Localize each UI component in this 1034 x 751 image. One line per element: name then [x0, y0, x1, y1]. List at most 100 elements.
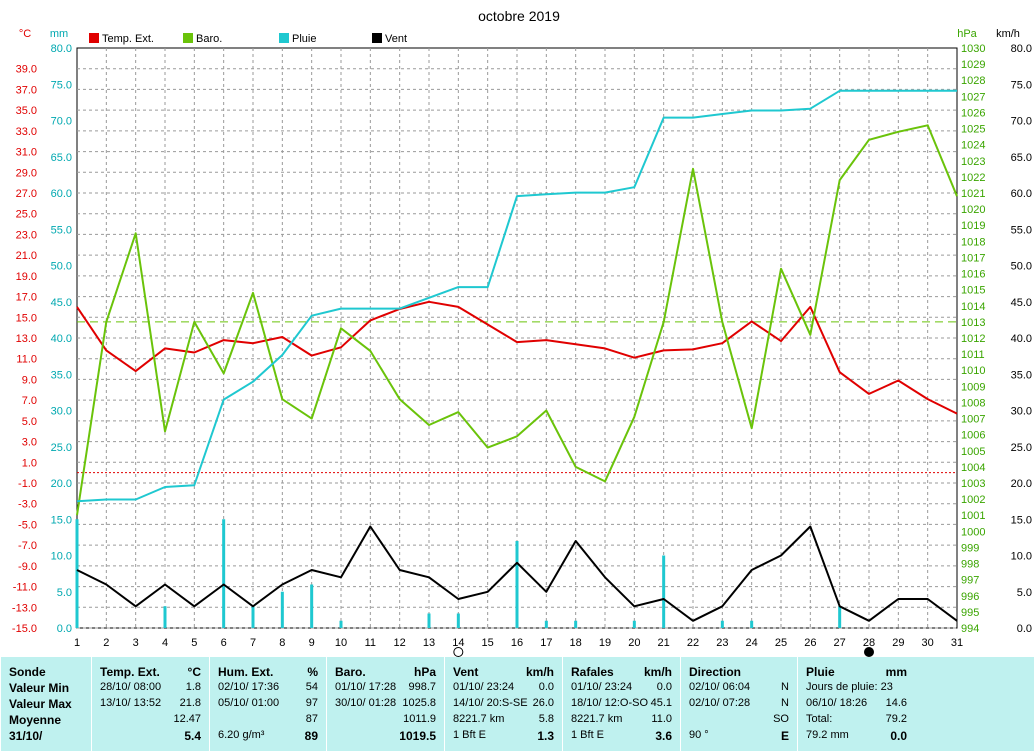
temp-tick-label: -13.0	[12, 602, 37, 614]
temp-tick-label: -15.0	[12, 623, 37, 635]
baro-tick-label: 1026	[961, 107, 985, 119]
wind-tick-label: 50.0	[1011, 261, 1032, 273]
panel-column: Rafales km/h 01/10/ 23:24 0.0 18/10/ 12:O-SO…	[562, 657, 680, 751]
rain-tick-label: 25.0	[51, 442, 72, 454]
summary-panel: Sonde Valeur Min Valeur Max Moyenne 31/10/Te…	[0, 657, 1034, 751]
daily-rain-bar	[251, 606, 255, 628]
legend-label-baro: Baro.	[196, 33, 222, 45]
panel-row: 1011.9	[331, 713, 440, 729]
temp-tick-label: -9.0	[18, 561, 37, 573]
temp-unit-label: °C	[19, 28, 31, 40]
panel-header: Hum. Ext.%	[214, 665, 322, 681]
panel-cell-label: Moyenne	[9, 713, 62, 727]
panel-row: 31/10/	[5, 729, 87, 745]
panel-cell-label: 01/10/ 23:24	[453, 681, 515, 693]
baro-tick-label: 1019	[961, 220, 985, 232]
rain-tick-label: 30.0	[51, 406, 72, 418]
panel-row: 5.4	[96, 729, 205, 745]
daily-rain-bar	[222, 519, 226, 628]
wind-tick-label: 80.0	[1011, 43, 1032, 55]
panel-row: 02/10/ 17:36 54	[214, 681, 322, 697]
panel-row: 1 Bft E 3.6	[567, 729, 676, 745]
x-tick-label: 28	[863, 637, 875, 649]
temp-tick-label: -11.0	[13, 582, 37, 594]
panel-cell-label: Total:	[806, 713, 833, 725]
baro-tick-label: 1013	[961, 317, 985, 329]
temp-tick-label: 13.0	[16, 333, 37, 345]
temp-tick-label: 21.0	[16, 250, 37, 262]
panel-cell-label: 6.20 g/m³	[218, 729, 265, 741]
panel-cell-label: 79.2 mm	[806, 729, 849, 741]
x-tick-label: 11	[365, 637, 376, 649]
x-tick-label: 14	[452, 637, 464, 649]
panel-cell-label: Sonde	[9, 665, 46, 679]
legend-label-wind: Vent	[385, 33, 407, 45]
baro-tick-label: 1005	[961, 446, 985, 458]
panel-cell-label: 30/10/ 01:28	[335, 697, 397, 709]
panel-row: 1 Bft E 1.3	[449, 729, 558, 745]
panel-cell-value: 12.47	[173, 713, 201, 725]
x-tick-label: 8	[279, 637, 285, 649]
baro-tick-label: 1004	[961, 462, 985, 474]
x-tick-label: 24	[746, 637, 758, 649]
panel-cell-value: N	[781, 697, 789, 709]
baro-tick-label: 1021	[961, 188, 985, 200]
rain-tick-label: 55.0	[51, 224, 72, 236]
climate-chart: octobre 2019 °C mm hPa km/h Temp. Ext. B…	[12, 8, 1032, 657]
wind-tick-label: 35.0	[1011, 369, 1032, 381]
rain-tick-label: 0.0	[57, 623, 72, 635]
daily-rain-bar	[544, 620, 548, 628]
panel-cell-value: E	[780, 729, 789, 743]
panel-row: 02/10/ 06:04 N	[685, 681, 793, 697]
panel-cell-value: SO	[773, 713, 789, 725]
series-line-pluie	[76, 89, 957, 503]
panel-cell-value: 0.0	[890, 729, 907, 743]
baro-tick-label: 1010	[961, 365, 985, 377]
baro-tick-label: 1018	[961, 236, 985, 248]
panel-cell-value: %	[307, 665, 318, 679]
panel-row: 01/10/ 23:24 0.0	[567, 681, 676, 697]
wind-tick-label: 25.0	[1011, 442, 1032, 454]
daily-rain-bar	[750, 620, 754, 628]
baro-tick-label: 1002	[961, 494, 985, 506]
daily-rain-bar	[515, 541, 519, 628]
daily-rain-bar	[662, 555, 666, 628]
temp-tick-label: -3.0	[18, 499, 37, 511]
panel-cell-label: 1 Bft E	[453, 729, 487, 741]
wind-tick-label: 20.0	[1011, 478, 1032, 490]
panel-row: 01/10/ 23:24 0.0	[449, 681, 558, 697]
panel-cell-label: Valeur Max	[9, 697, 72, 711]
baro-tick-label: 1028	[961, 75, 985, 87]
temp-tick-label: 27.0	[16, 188, 37, 200]
baro-tick-label: 998	[961, 559, 979, 571]
x-tick-label: 29	[892, 637, 904, 649]
panel-row: 01/10/ 17:28 998.7	[331, 681, 440, 697]
daily-rain-bars	[75, 519, 842, 628]
baro-tick-label: 994	[961, 623, 979, 635]
baro-tick-label: 1016	[961, 269, 985, 281]
baro-tick-label: 1025	[961, 124, 985, 136]
temp-tick-label: 1.0	[22, 457, 37, 469]
panel-column: Sonde Valeur Min Valeur Max Moyenne 31/10/	[0, 657, 91, 751]
panel-cell-label: 1 Bft E	[571, 729, 605, 741]
panel-cell-value: 5.4	[184, 729, 201, 743]
panel-cell-label: Hum. Ext.	[218, 665, 274, 679]
axis-markers	[453, 647, 874, 657]
panel-column: Direction 02/10/ 06:04 N 02/10/ 07:28 N SO 90 …	[680, 657, 797, 751]
panel-cell-value: 21.8	[179, 697, 201, 709]
panel-cell-value: 54	[305, 681, 318, 693]
panel-cell-label: 02/10/ 06:04	[689, 681, 751, 693]
panel-cell-value: N	[781, 681, 789, 693]
panel-cell-value: 26.0	[532, 697, 554, 709]
baro-tick-label: 1012	[961, 333, 985, 345]
baro-tick-label: 1030	[961, 43, 985, 55]
baro-tick-label: 1020	[961, 204, 985, 216]
series-lines	[76, 89, 958, 622]
daily-rain-bar	[339, 620, 343, 628]
wind-tick-label: 15.0	[1011, 514, 1032, 526]
temp-tick-label: -1.0	[18, 478, 37, 490]
legend-swatch-baro	[183, 33, 193, 43]
panel-cell-label: Valeur Min	[9, 681, 70, 695]
panel-cell-value: 14.6	[885, 697, 907, 709]
legend-swatch-wind	[372, 33, 382, 43]
